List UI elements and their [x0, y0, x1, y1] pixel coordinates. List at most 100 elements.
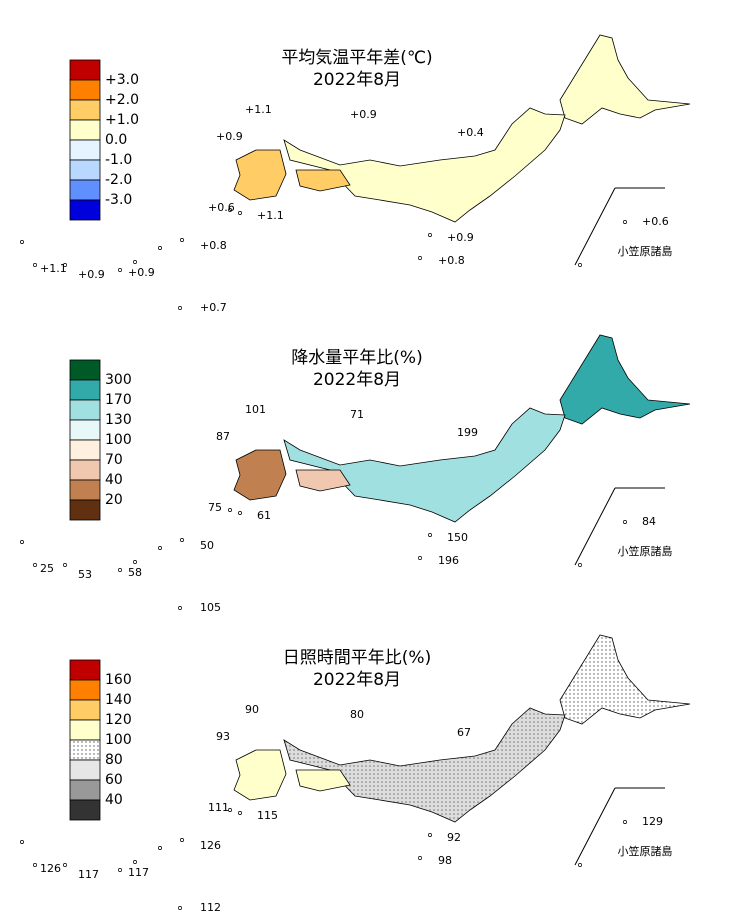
legend-label: -3.0 — [105, 192, 132, 208]
island — [33, 263, 37, 267]
island — [180, 238, 184, 242]
island — [180, 838, 184, 842]
station-value: 71 — [350, 408, 364, 421]
map-title: 日照時間平年比(%) — [283, 648, 431, 668]
legend-box — [69, 759, 101, 781]
legend-label: 170 — [105, 392, 132, 408]
legend-box — [69, 159, 101, 181]
island — [623, 220, 627, 224]
legend-box — [69, 59, 101, 81]
land-shi — [295, 169, 351, 192]
island — [578, 563, 582, 567]
legend-label: 60 — [105, 772, 123, 788]
legend-box — [69, 439, 101, 461]
station-value: +1.1 — [245, 103, 272, 116]
island — [118, 268, 122, 272]
island — [578, 863, 582, 867]
land-kyu — [233, 449, 287, 501]
island — [228, 508, 232, 512]
legend-box — [69, 119, 101, 141]
island — [623, 820, 627, 824]
island — [158, 546, 162, 550]
legend-box — [69, 419, 101, 441]
legend-box — [69, 699, 101, 721]
station-value: 115 — [257, 809, 278, 822]
legend-label: 0.0 — [105, 132, 127, 148]
legend-label: +2.0 — [105, 92, 139, 108]
land-shi — [295, 469, 351, 492]
island — [238, 811, 242, 815]
island — [158, 846, 162, 850]
map-title: 平均気温平年差(℃) — [281, 48, 432, 68]
station-value: 80 — [350, 708, 364, 721]
station-value: 105 — [200, 601, 221, 614]
station-value: +0.9 — [350, 108, 377, 121]
island — [133, 860, 137, 864]
land-hok — [559, 334, 691, 425]
island — [20, 240, 24, 244]
map-panel: 小笠原諸島 平均気温平年差(℃)2022年8月 +3.0 +2.0 +1.0 0.0 -1.… — [20, 34, 691, 314]
legend-box — [69, 659, 101, 681]
inset-border — [574, 787, 616, 866]
station-value: 84 — [642, 515, 656, 528]
legend-box — [69, 79, 101, 101]
map-subtitle: 2022年8月 — [313, 670, 401, 690]
land-hok — [559, 634, 691, 725]
station-value: 126 — [40, 862, 61, 875]
island — [238, 211, 242, 215]
legend-label: 40 — [105, 792, 123, 808]
legend-label: -2.0 — [105, 172, 132, 188]
station-value: 67 — [457, 726, 471, 739]
station-value: 117 — [128, 866, 149, 879]
station-value: 87 — [216, 430, 230, 443]
island — [228, 808, 232, 812]
station-value: 112 — [200, 901, 221, 914]
legend-box — [69, 359, 101, 381]
legend-label: +1.0 — [105, 112, 139, 128]
station-value: 75 — [208, 501, 222, 514]
island — [418, 556, 422, 560]
inset-label: 小笠原諸島 — [618, 244, 673, 258]
station-value: 61 — [257, 509, 271, 522]
island — [20, 840, 24, 844]
station-value: +0.6 — [642, 215, 669, 228]
station-value: +0.7 — [200, 301, 227, 314]
station-value: 196 — [438, 554, 459, 567]
station-value: 58 — [128, 566, 142, 579]
legend-label: 100 — [105, 732, 132, 748]
station-value: +0.9 — [78, 268, 105, 281]
station-value: 98 — [438, 854, 452, 867]
station-value: 150 — [447, 531, 468, 544]
island — [428, 833, 432, 837]
station-value: +0.8 — [438, 254, 465, 267]
station-value: +0.9 — [216, 130, 243, 143]
station-value: +0.9 — [128, 266, 155, 279]
station-value: 25 — [40, 562, 54, 575]
map-panel: 小笠原諸島 降水量平年比(%)2022年8月 300 170 130 100 70 40 20 1… — [20, 334, 691, 614]
station-value: 93 — [216, 730, 230, 743]
island — [180, 538, 184, 542]
legend-box — [69, 479, 101, 501]
legend-label: 100 — [105, 432, 132, 448]
land-hon — [283, 707, 566, 823]
island — [178, 306, 182, 310]
legend-box — [69, 739, 101, 761]
legend-label: 300 — [105, 372, 132, 388]
station-value: +1.1 — [257, 209, 284, 222]
island — [158, 246, 162, 250]
island — [238, 511, 242, 515]
station-value: 117 — [78, 868, 99, 881]
legend-label: 160 — [105, 672, 132, 688]
station-value: 92 — [447, 831, 461, 844]
inset-label: 小笠原諸島 — [618, 544, 673, 558]
island — [623, 520, 627, 524]
legend-box — [69, 779, 101, 801]
station-value: +0.9 — [447, 231, 474, 244]
island — [33, 863, 37, 867]
legend-label: 70 — [105, 452, 123, 468]
island — [178, 606, 182, 610]
land-hon — [283, 107, 566, 223]
legend-label: 140 — [105, 692, 132, 708]
island — [418, 856, 422, 860]
station-value: 53 — [78, 568, 92, 581]
